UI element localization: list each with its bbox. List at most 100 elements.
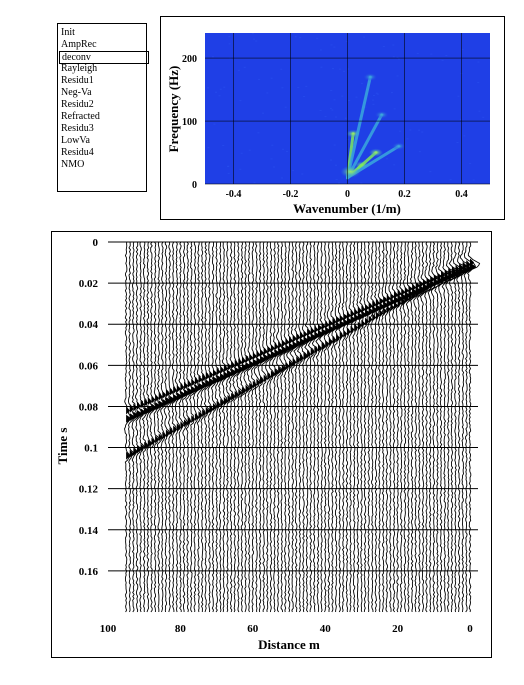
seismic-trace [182, 241, 189, 613]
fk-x-tick-label: 0.2 [398, 189, 411, 200]
seismic-trace [218, 241, 226, 613]
seismic-trace-peak [459, 264, 464, 273]
seismic-trace-peak [260, 355, 267, 364]
process-list[interactable]: Init AmpRec deconv Rayleigh Residu1 Neg-Va Res… [57, 23, 149, 192]
seismic-trace-peak [140, 408, 147, 417]
fk-speckle [324, 116, 327, 118]
process-list-item[interactable]: Neg-Va [61, 87, 92, 98]
seismic-trace [402, 241, 413, 613]
process-list-item[interactable]: Rayleigh [61, 63, 98, 74]
seismic-trace-peak [158, 392, 163, 401]
seismic-trace-peak [274, 349, 281, 358]
seismic-trace-peak [281, 339, 286, 348]
seismic-trace [207, 241, 214, 613]
seismic-trace-peak [357, 321, 362, 330]
fk-speckle [416, 52, 419, 54]
seismic-trace-peak [191, 415, 196, 424]
fk-speckle [390, 92, 393, 94]
seismic-trace [203, 241, 212, 613]
seismic-trace [434, 241, 448, 613]
seismic-trace-peak [184, 419, 189, 428]
seismic-trace-peak [165, 397, 172, 406]
seismic-panel: 0 0.02 0.04 0.06 0.08 0.1 0.12 0.14 0.16 100 80 60 4… [51, 231, 492, 658]
fk-speckle [392, 56, 395, 58]
seismic-trace [452, 241, 467, 613]
process-list-item[interactable]: AmpRec [61, 39, 97, 50]
seismic-trace [289, 242, 299, 613]
seis-y-tick-label: 0.02 [79, 278, 99, 290]
fk-speckle [430, 53, 433, 55]
seismic-trace [221, 241, 229, 613]
seismic-trace-peak [238, 365, 245, 374]
seismic-trace [189, 241, 197, 613]
seismic-trace-peak [274, 368, 279, 377]
seismic-trace-peak [205, 407, 210, 416]
process-list-item[interactable]: LowVa [61, 135, 90, 146]
seismic-trace-peak [227, 394, 232, 403]
fk-speckle [371, 99, 374, 101]
seismic-trace-peak [365, 303, 370, 312]
fk-x-tick-label: 0.4 [455, 189, 468, 200]
seismic-trace-peak [466, 260, 471, 269]
process-list-item[interactable]: Residu3 [61, 123, 94, 134]
fk-speckle [266, 92, 269, 94]
fk-speckle [257, 132, 260, 134]
seismic-trace-peak [346, 311, 351, 320]
process-list-item[interactable]: Residu1 [61, 75, 94, 86]
process-list-item[interactable]: Residu2 [61, 99, 94, 110]
seismic-trace [341, 241, 350, 613]
fk-speckle [294, 36, 297, 38]
process-list-item[interactable]: deconv [59, 51, 149, 64]
fk-speckle [456, 141, 459, 143]
seis-xlabel: Distance m [258, 637, 320, 652]
seismic-trace-peak [202, 373, 207, 382]
fk-speckle [218, 95, 221, 97]
fk-speckle [330, 159, 333, 161]
fk-speckle [240, 152, 243, 154]
seismic-trace [128, 241, 135, 613]
seis-y-tick-label: 0.04 [79, 319, 99, 331]
seismic-trace-peak [252, 352, 257, 361]
seismic-trace-peak [336, 316, 341, 325]
fk-speckle [243, 66, 246, 68]
seismic-trace-peak [307, 328, 312, 337]
seismic-trace-peak [155, 401, 162, 410]
fk-speckle [441, 59, 444, 61]
seis-y-tick-label: 0 [93, 237, 99, 249]
seismic-trace [236, 241, 245, 613]
seismic-trace-peak [289, 336, 293, 345]
process-list-item[interactable]: NMO [61, 159, 85, 170]
fk-speckle [339, 68, 342, 70]
seismic-trace-peak [412, 283, 417, 292]
seis-x-tick-label: 40 [320, 623, 332, 635]
seismic-trace [300, 241, 310, 613]
seismic-trace-peak [296, 356, 301, 365]
seismic-trace-peak [169, 427, 174, 436]
seismic-trace [196, 241, 204, 613]
process-list-item[interactable]: Init [61, 27, 75, 38]
seismic-trace [463, 241, 476, 613]
fk-speckle [478, 110, 481, 112]
seismic-trace-peak [223, 364, 228, 373]
seismic-trace [427, 241, 440, 613]
seismic-trace-peak [151, 437, 156, 446]
seismic-trace-peak [307, 350, 312, 359]
seismic-trace [200, 241, 208, 613]
seismic-trace [448, 241, 463, 613]
fk-speckle [248, 149, 251, 151]
fk-speckle [292, 170, 295, 172]
fk-speckle [303, 95, 306, 97]
seismic-trace-peak [249, 382, 254, 391]
fk-speckle [301, 173, 304, 175]
fk-speckle [207, 147, 210, 149]
seismic-trace [459, 241, 474, 613]
seismic-trace-peak [368, 307, 375, 316]
process-list-item[interactable]: Refracted [61, 111, 100, 122]
process-list-item[interactable]: Residu4 [61, 147, 94, 158]
fk-speckle [273, 166, 276, 168]
seismic-trace [253, 241, 263, 613]
seismic-trace-peak [209, 370, 214, 379]
seismic-trace-peak [260, 376, 265, 385]
seismic-trace-peak [285, 344, 292, 353]
fk-speckle [215, 91, 218, 93]
